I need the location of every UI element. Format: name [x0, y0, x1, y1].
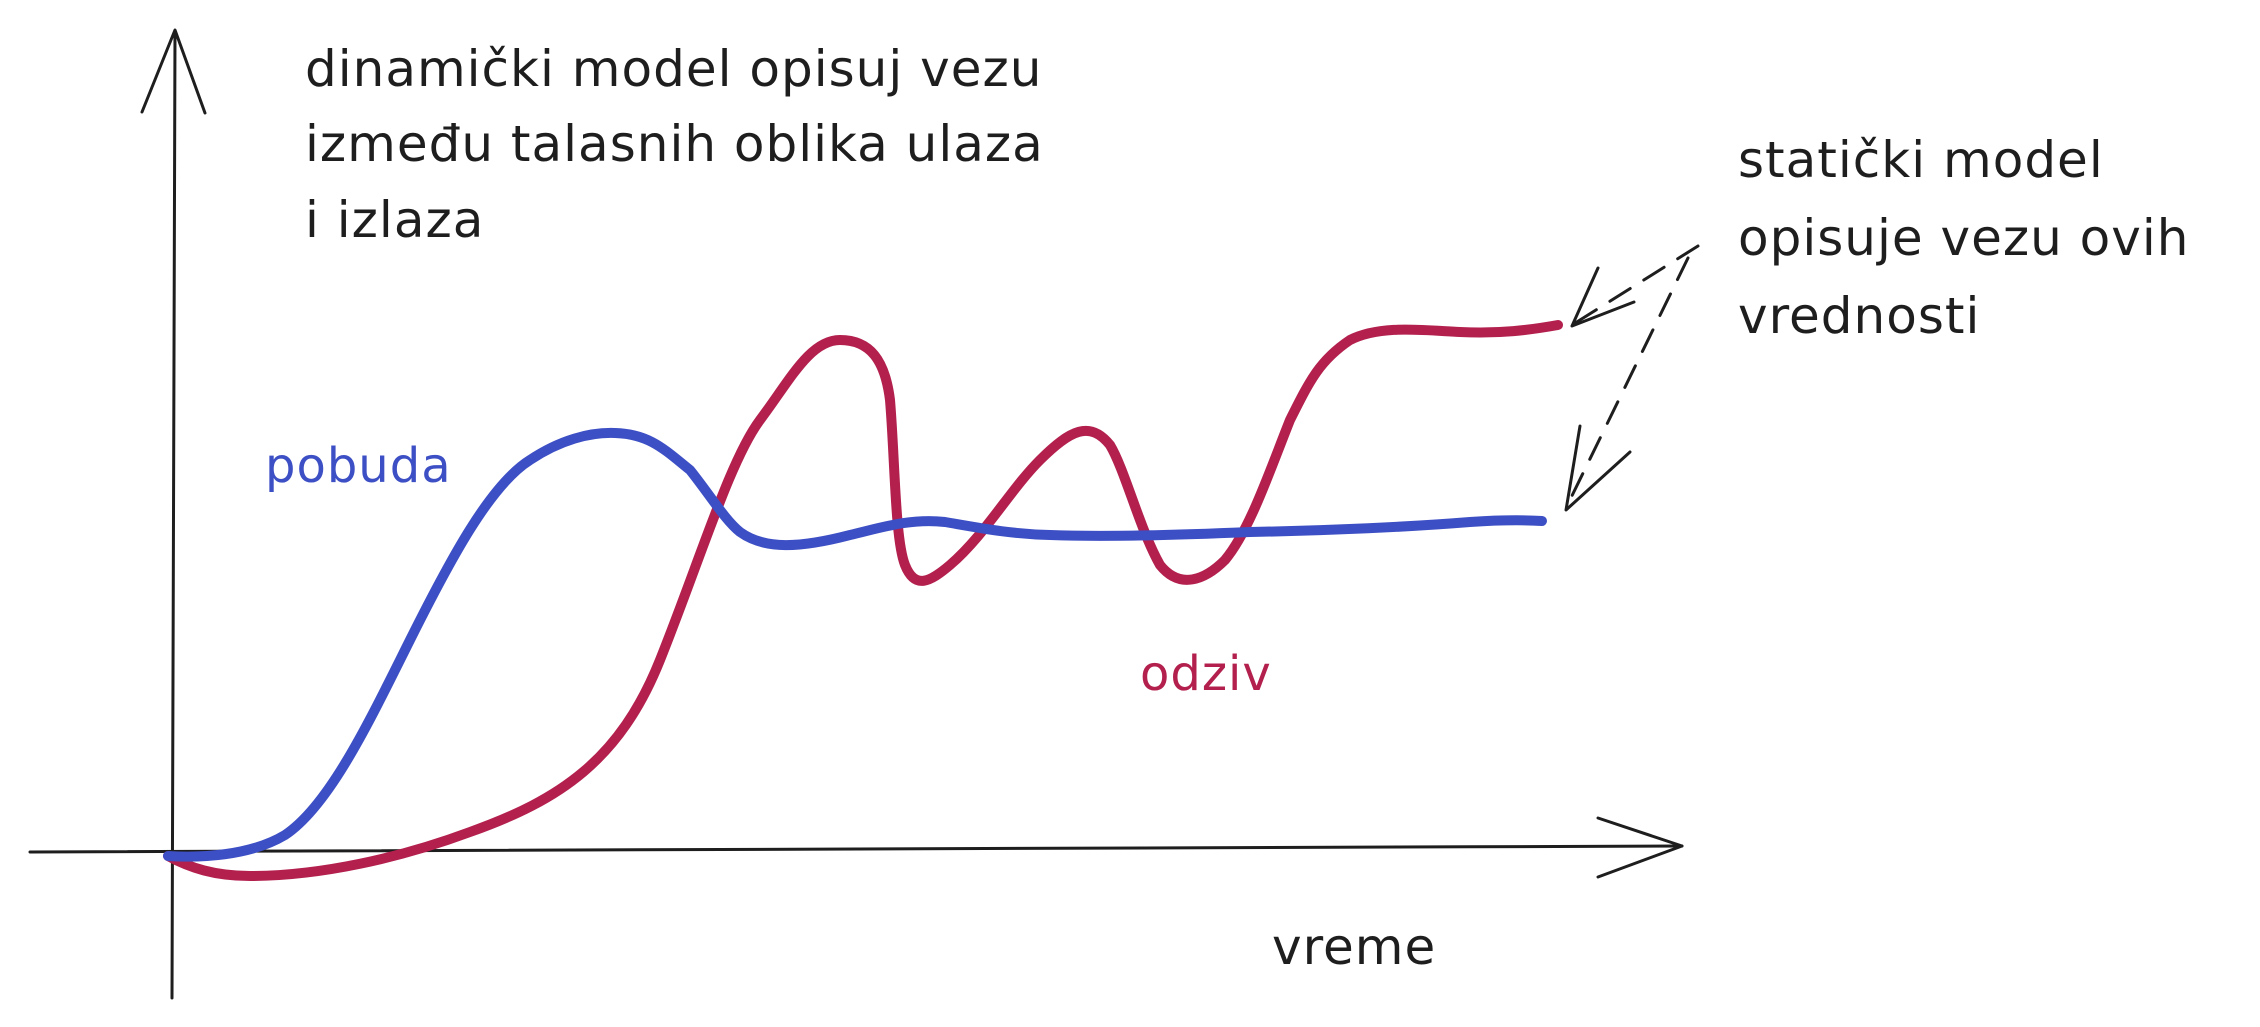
- static-note-line-2: opisuje vezu ovih: [1738, 209, 2189, 267]
- static-note-line-3: vrednosti: [1738, 287, 1980, 345]
- vertical-axis: [140, 28, 207, 1000]
- dynamic-note-line-2: između talasnih oblika ulaza: [305, 115, 1044, 173]
- dashed-arrow-upper-head: [1570, 266, 1636, 328]
- dashed-arrow-upper: [1570, 244, 1700, 327]
- horizontal-axis: [28, 816, 1684, 879]
- output-curve: [163, 320, 1563, 881]
- input-curve: [163, 427, 1547, 862]
- input-curve-label: pobuda: [265, 438, 452, 494]
- dynamic-model-note: dinamički model opisuj vezu između talas…: [305, 40, 1044, 249]
- dashed-arrow-lower-head: [1564, 424, 1632, 512]
- dynamic-note-line-1: dinamički model opisuj vezu: [305, 40, 1042, 98]
- time-axis-label: vreme: [1272, 918, 1436, 976]
- horizontal-axis-arrowhead: [1596, 816, 1684, 879]
- static-model-note: statički model opisuje vezu ovih vrednos…: [1738, 131, 2189, 345]
- static-note-line-1: statički model: [1738, 131, 2104, 189]
- vertical-axis-arrowhead: [140, 28, 207, 115]
- dynamic-note-line-3: i izlaza: [305, 191, 484, 249]
- vertical-axis-line: [170, 30, 177, 1000]
- output-curve-label: odziv: [1140, 646, 1272, 702]
- horizontal-axis-line: [28, 844, 1684, 854]
- static-model-arrows: [1564, 244, 1700, 512]
- dashed-arrow-lower: [1564, 256, 1690, 510]
